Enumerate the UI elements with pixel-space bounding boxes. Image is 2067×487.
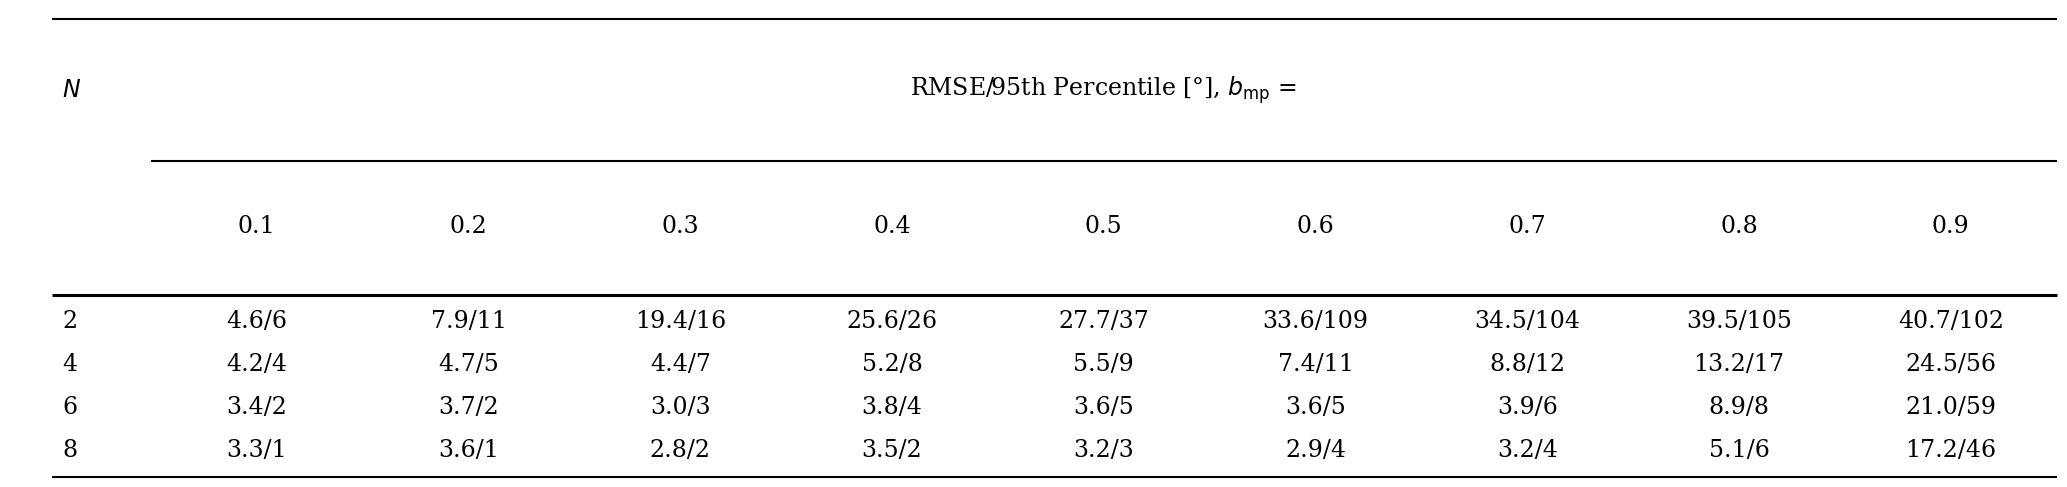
Text: 8: 8	[62, 439, 76, 462]
Text: 27.7/37: 27.7/37	[1058, 310, 1149, 333]
Text: 4.6/6: 4.6/6	[225, 310, 287, 333]
Text: 5.2/8: 5.2/8	[862, 353, 922, 376]
Text: 3.6/1: 3.6/1	[438, 439, 498, 462]
Text: 0.7: 0.7	[1509, 215, 1546, 238]
Text: 13.2/17: 13.2/17	[1693, 353, 1784, 376]
Text: 33.6/109: 33.6/109	[1263, 310, 1368, 333]
Text: 3.8/4: 3.8/4	[862, 396, 922, 419]
Text: 40.7/102: 40.7/102	[1898, 310, 2003, 333]
Text: 2.9/4: 2.9/4	[1286, 439, 1346, 462]
Text: 0.9: 0.9	[1933, 215, 1970, 238]
Text: 6: 6	[62, 396, 76, 419]
Text: 3.0/3: 3.0/3	[649, 396, 711, 419]
Text: 21.0/59: 21.0/59	[1906, 396, 1997, 419]
Text: 3.6/5: 3.6/5	[1073, 396, 1135, 419]
Text: 2: 2	[62, 310, 76, 333]
Text: 4.4/7: 4.4/7	[649, 353, 711, 376]
Text: 4: 4	[62, 353, 76, 376]
Text: 3.9/6: 3.9/6	[1497, 396, 1559, 419]
Text: 0.1: 0.1	[238, 215, 275, 238]
Text: 5.5/9: 5.5/9	[1073, 353, 1135, 376]
Text: 3.2/3: 3.2/3	[1073, 439, 1135, 462]
Text: 19.4/16: 19.4/16	[635, 310, 726, 333]
Text: 8.8/12: 8.8/12	[1488, 353, 1565, 376]
Text: 0.5: 0.5	[1085, 215, 1122, 238]
Text: 3.5/2: 3.5/2	[862, 439, 922, 462]
Text: 0.3: 0.3	[661, 215, 699, 238]
Text: 0.6: 0.6	[1296, 215, 1335, 238]
Text: 3.2/4: 3.2/4	[1497, 439, 1559, 462]
Text: 0.4: 0.4	[872, 215, 912, 238]
Text: 2.8/2: 2.8/2	[649, 439, 711, 462]
Text: $N$: $N$	[62, 78, 81, 102]
Text: 3.7/2: 3.7/2	[438, 396, 498, 419]
Text: 4.7/5: 4.7/5	[438, 353, 498, 376]
Text: 39.5/105: 39.5/105	[1687, 310, 1792, 333]
Text: RMSE/95th Percentile [°], $b_\mathrm{mp}$ =: RMSE/95th Percentile [°], $b_\mathrm{mp}…	[909, 74, 1298, 106]
Text: 3.3/1: 3.3/1	[227, 439, 287, 462]
Text: 0.2: 0.2	[451, 215, 488, 238]
Text: 3.6/5: 3.6/5	[1286, 396, 1346, 419]
Text: 7.4/11: 7.4/11	[1277, 353, 1354, 376]
Text: 25.6/26: 25.6/26	[847, 310, 938, 333]
Text: 17.2/46: 17.2/46	[1906, 439, 1997, 462]
Text: 5.1/6: 5.1/6	[1709, 439, 1769, 462]
Text: 0.8: 0.8	[1720, 215, 1757, 238]
Text: 8.9/8: 8.9/8	[1709, 396, 1769, 419]
Text: 24.5/56: 24.5/56	[1906, 353, 1997, 376]
Text: 3.4/2: 3.4/2	[225, 396, 287, 419]
Text: 34.5/104: 34.5/104	[1474, 310, 1581, 333]
Text: 4.2/4: 4.2/4	[225, 353, 287, 376]
Text: 7.9/11: 7.9/11	[430, 310, 506, 333]
